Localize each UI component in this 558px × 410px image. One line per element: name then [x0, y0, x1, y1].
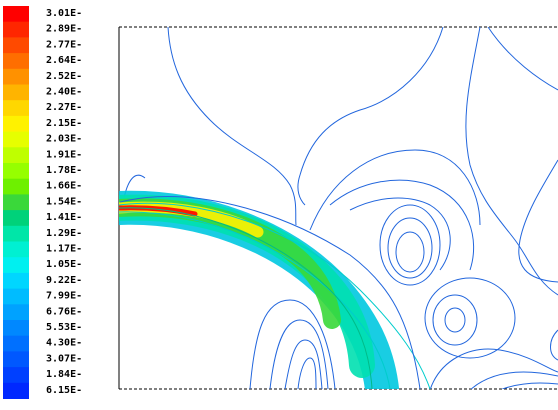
colorbar-tick-label: 6.76E-	[46, 306, 82, 317]
colorbar-swatch	[3, 53, 29, 70]
jet-contour-line	[119, 211, 391, 389]
colorbar-tick-label: 3.01E-	[46, 8, 82, 19]
colorbar-swatch	[3, 241, 29, 258]
contour-loop	[387, 217, 433, 279]
colorbar-tick-label: 6.15E-	[46, 385, 82, 396]
contour-loop	[444, 307, 466, 333]
colorbar-swatch	[3, 351, 29, 368]
contour-loop	[379, 204, 441, 286]
jet-contour-line	[119, 207, 373, 389]
jet-contour-line	[119, 196, 421, 389]
colorbar-swatch	[3, 37, 29, 54]
contour-line	[487, 27, 558, 91]
colorbar-tick-label: 2.77E-	[46, 39, 82, 50]
colorbar-swatch	[3, 68, 29, 85]
colorbar-tick-label: 1.66E-	[46, 181, 82, 192]
colorbar: 3.01E- 2.89E- 2.77E- 2.64E- 2.52E- 2.40E- 2.27…	[3, 6, 82, 399]
colorbar-tick-label: 1.91E-	[46, 149, 82, 160]
colorbar-swatch	[3, 225, 29, 242]
colorbar-swatch	[3, 21, 29, 38]
colorbar-swatch	[3, 131, 29, 148]
colorbar-tick-label: 1.54E-	[46, 196, 82, 207]
colorbar-tick-label: 3.07E-	[46, 353, 82, 364]
contour-line	[309, 149, 481, 231]
colorbar-tick-label: 2.15E-	[46, 118, 82, 129]
colorbar-swatch	[3, 272, 29, 290]
colorbar-tick-label: 1.05E-	[46, 259, 82, 270]
colorbar-tick-label: 2.89E-	[46, 24, 82, 35]
contour-line	[329, 179, 475, 271]
colorbar-swatch	[3, 288, 29, 305]
colorbar-swatch	[3, 210, 29, 227]
colorbar-tick-label: 2.64E-	[46, 55, 82, 66]
colorbar-swatch	[3, 6, 29, 23]
colorbar-tick-label: 9.22E-	[46, 275, 82, 286]
colorbar-tick-label: 2.52E-	[46, 71, 82, 82]
contour-loop	[432, 294, 478, 346]
contour-line	[470, 371, 558, 389]
colorbar-swatch	[3, 304, 29, 321]
colorbar-tick-label: 1.84E-	[46, 369, 82, 380]
contour-line	[349, 197, 451, 271]
contour-line	[249, 299, 336, 389]
colorbar-swatch	[3, 178, 29, 195]
colorbar-swatch	[3, 147, 29, 164]
colorbar-tick-label: 2.40E-	[46, 87, 82, 98]
jet-plume	[119, 190, 399, 389]
contour-line	[167, 27, 297, 226]
colorbar-swatch	[3, 163, 29, 180]
colorbar-tick-label: 1.29E-	[46, 228, 82, 239]
contour-line	[297, 357, 317, 389]
colorbar-swatch	[3, 100, 29, 117]
contour-line	[297, 27, 444, 206]
colorbar-swatch	[3, 320, 29, 337]
contour-loop	[424, 277, 516, 359]
colorbar-swatch	[3, 382, 29, 399]
contour-line	[550, 329, 558, 361]
contour-loop	[395, 231, 425, 273]
colorbar-tick-label: 4.30E-	[46, 338, 82, 349]
contour-line	[284, 339, 323, 389]
colorbar-tick-label: 5.53E-	[46, 322, 82, 333]
colorbar-tick-label: 2.03E-	[46, 134, 82, 145]
colorbar-swatch	[3, 194, 29, 211]
colorbar-tick-label: 1.41E-	[46, 212, 82, 223]
contour-line	[429, 348, 558, 389]
colorbar-tick-label: 7.99E-	[46, 291, 82, 302]
colorbar-tick-label: 1.17E-	[46, 244, 82, 255]
colorbar-swatch	[3, 257, 29, 274]
colorbar-swatch	[3, 115, 29, 133]
colorbar-swatch	[3, 367, 29, 384]
colorbar-tick-label: 1.78E-	[46, 165, 82, 176]
plot-area	[118, 26, 558, 390]
contour-line	[269, 319, 329, 389]
contour-line	[501, 382, 558, 389]
colorbar-swatch	[3, 335, 29, 352]
colorbar-swatch	[3, 84, 29, 101]
contour-line	[518, 159, 558, 283]
contour-line	[465, 27, 558, 296]
colorbar-tick-label: 2.27E-	[46, 102, 82, 113]
